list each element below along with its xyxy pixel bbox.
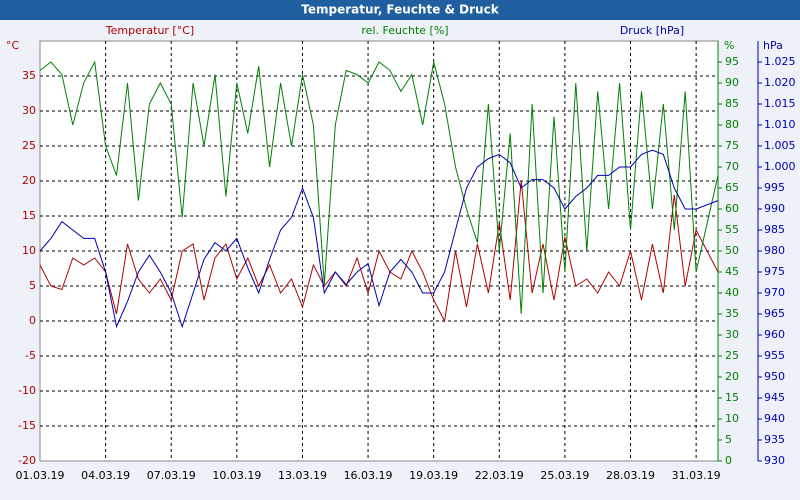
y-axis-label: °C (6, 39, 20, 52)
legend-entry: rel. Feuchte [%] (361, 24, 448, 37)
y2-tick-label: 40 (725, 286, 739, 299)
x-tick-label: 22.03.19 (475, 469, 524, 482)
y2-tick-label: 20 (725, 370, 739, 383)
y3-tick-label: 945 (764, 391, 785, 404)
data-line (39, 60, 719, 315)
y3-tick-label: 1.015 (764, 97, 796, 110)
x-tick-label: 01.03.19 (16, 469, 65, 482)
data-line (39, 180, 719, 323)
legend-entry: Druck [hPa] (620, 24, 684, 37)
y3-tick-label: 1.010 (764, 118, 796, 131)
y2-tick-label: 45 (725, 265, 739, 278)
y3-tick-label: 990 (764, 202, 785, 215)
y3-tick-label: 960 (764, 328, 785, 341)
y-tick-label: 15 (22, 209, 36, 222)
y3-tick-label: 1.000 (764, 160, 796, 173)
y3-tick-label: 980 (764, 244, 785, 257)
y2-tick-label: 85 (725, 97, 739, 110)
y3-tick-label: 1.020 (764, 76, 796, 89)
x-tick-label: 19.03.19 (409, 469, 458, 482)
y-tick-label: 5 (29, 279, 36, 292)
y2-tick-label: 95 (725, 55, 739, 68)
y3-tick-label: 1.025 (764, 55, 796, 68)
y2-tick-label: 70 (725, 160, 739, 173)
y2-tick-label: 10 (725, 412, 739, 425)
x-tick-label: 04.03.19 (81, 469, 130, 482)
y2-tick-label: 60 (725, 202, 739, 215)
x-tick-label: 16.03.19 (344, 469, 393, 482)
y2-tick-label: 5 (725, 433, 732, 446)
y2-tick-label: 55 (725, 223, 739, 236)
y-tick-label: 0 (29, 314, 36, 327)
x-tick-label: 10.03.19 (212, 469, 261, 482)
y2-tick-label: 30 (725, 328, 739, 341)
y3-axis-label: hPa (763, 39, 783, 52)
data-line (39, 149, 719, 329)
title-bar (0, 0, 800, 20)
y2-tick-label: 80 (725, 118, 739, 131)
y2-tick-label: 65 (725, 181, 739, 194)
y-tick-label: 10 (22, 244, 36, 257)
x-tick-label: 31.03.19 (672, 469, 721, 482)
x-tick-label: 25.03.19 (540, 469, 589, 482)
y2-tick-label: 35 (725, 307, 739, 320)
y-tick-label: -15 (18, 419, 36, 432)
y3-tick-label: 995 (764, 181, 785, 194)
y-tick-label: 35 (22, 69, 36, 82)
y2-tick-label: 0 (725, 454, 732, 467)
y2-axis-label: % (724, 39, 734, 52)
x-tick-label: 13.03.19 (278, 469, 327, 482)
y2-tick-label: 25 (725, 349, 739, 362)
y-tick-label: -5 (25, 349, 36, 362)
x-tick-label: 28.03.19 (606, 469, 655, 482)
y-tick-label: 20 (22, 174, 36, 187)
y3-tick-label: 965 (764, 307, 785, 320)
y-tick-label: 25 (22, 139, 36, 152)
x-tick-label: 07.03.19 (147, 469, 196, 482)
y-tick-label: -10 (18, 384, 36, 397)
y3-tick-label: 930 (764, 454, 785, 467)
y-tick-label: -20 (18, 454, 36, 467)
y3-tick-label: 975 (764, 265, 785, 278)
y2-tick-label: 90 (725, 76, 739, 89)
legend-entry: Temperatur [°C] (105, 24, 194, 37)
y-tick-label: 30 (22, 104, 36, 117)
y3-tick-label: 935 (764, 433, 785, 446)
y3-tick-label: 970 (764, 286, 785, 299)
chart-title: Temperatur, Feuchte & Druck (301, 3, 499, 17)
y3-tick-label: 955 (764, 349, 785, 362)
y2-tick-label: 50 (725, 244, 739, 257)
y2-tick-label: 15 (725, 391, 739, 404)
y3-tick-label: 950 (764, 370, 785, 383)
y3-tick-label: 985 (764, 223, 785, 236)
y3-tick-label: 940 (764, 412, 785, 425)
y2-tick-label: 75 (725, 139, 739, 152)
y3-tick-label: 1.005 (764, 139, 796, 152)
